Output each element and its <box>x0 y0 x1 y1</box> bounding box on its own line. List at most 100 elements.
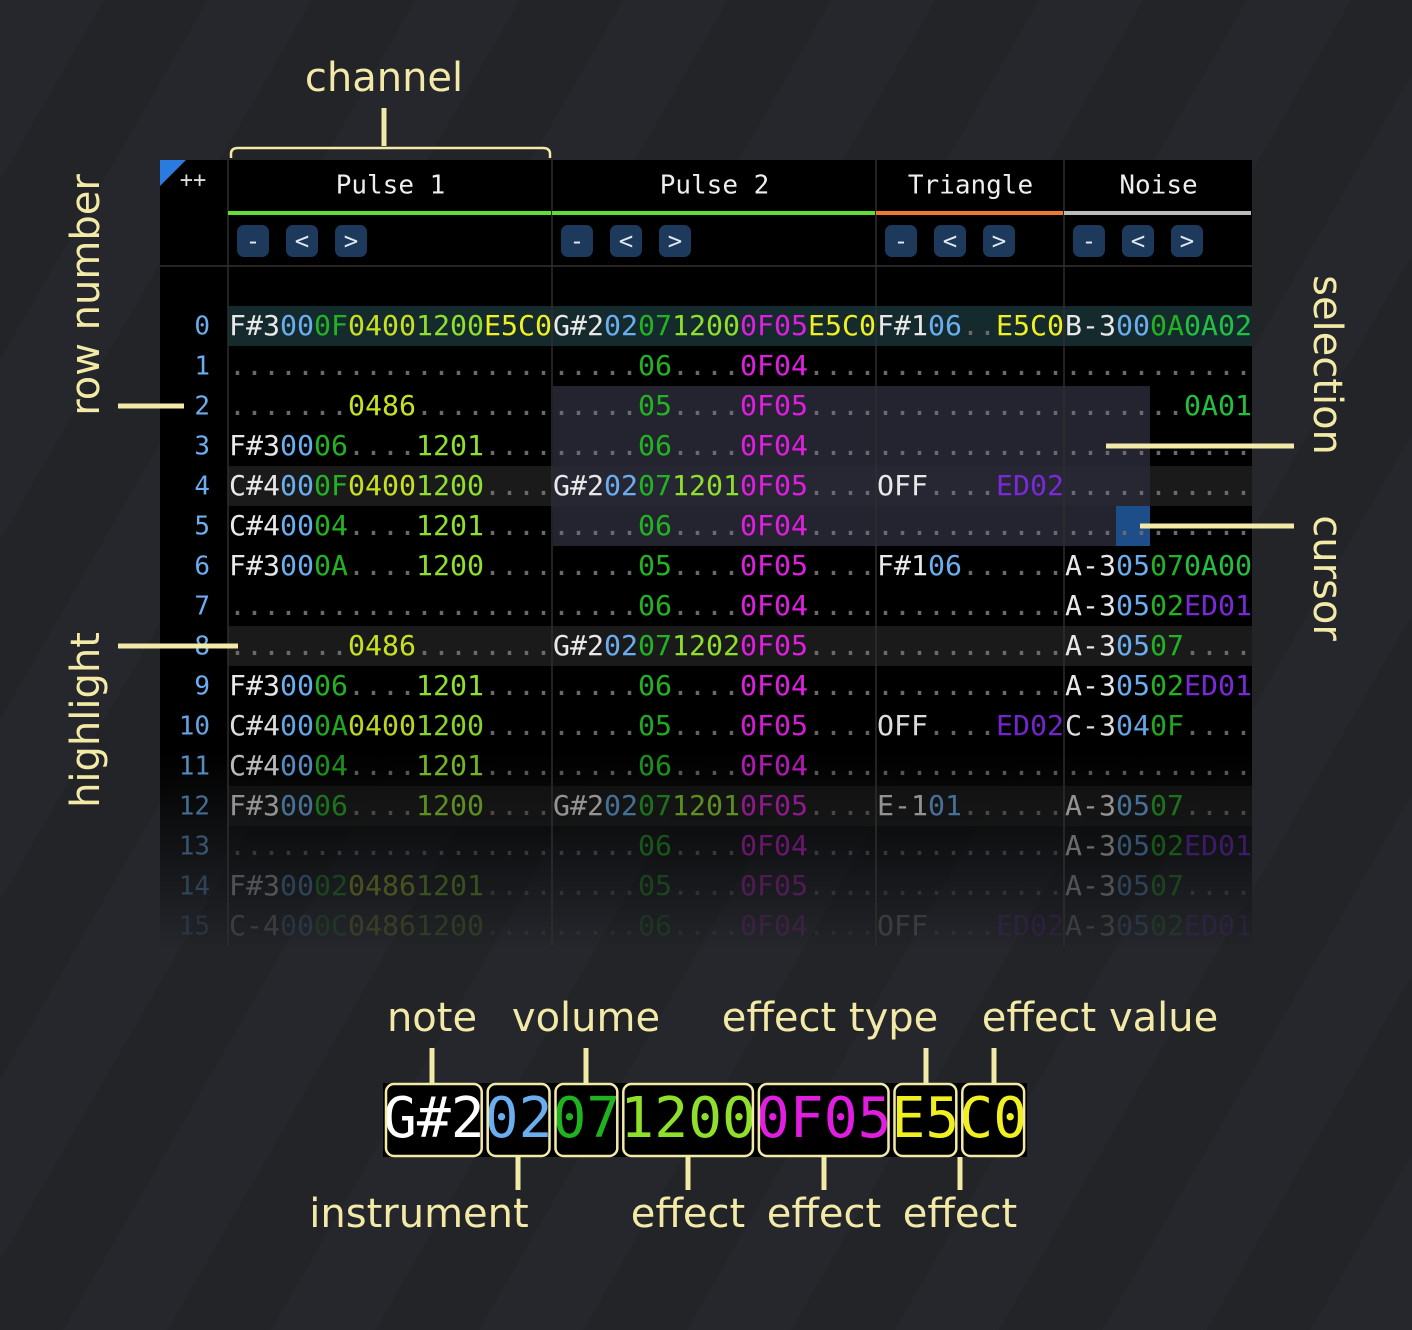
pattern-cell: 06 <box>928 549 962 582</box>
pattern-cell: .... <box>416 389 484 422</box>
channel-button[interactable] <box>561 225 593 257</box>
pattern-cell: ... <box>553 669 604 702</box>
pattern-cell: .. <box>1150 749 1184 782</box>
pattern-cell: G#2 <box>553 629 604 662</box>
pattern-cell: 1200 <box>416 309 484 342</box>
pattern-cell: ... <box>553 389 604 422</box>
pattern-cell: .... <box>484 509 552 542</box>
pattern-cell: F#3 <box>229 669 280 702</box>
row-number: 13 <box>179 832 210 862</box>
pattern-cell: 07 <box>1150 549 1184 582</box>
row-number: 5 <box>194 512 210 542</box>
channel-button[interactable] <box>885 225 917 257</box>
channel-underline <box>552 211 875 215</box>
example-segment: C0 <box>959 1086 1027 1151</box>
pattern-cell: ... <box>877 669 928 702</box>
pattern-cell: .. <box>962 829 996 862</box>
pattern-cell: E5C0 <box>484 309 552 342</box>
pattern-cell: ... <box>553 589 604 622</box>
pattern-cell: .... <box>808 429 876 462</box>
pattern-row: 9 F#3 00 06.... 1201......... 06.... 0F04.....… <box>194 669 1252 702</box>
row-number: 11 <box>179 752 210 782</box>
pattern-cell: 05 <box>1116 629 1150 662</box>
channel-button[interactable] <box>659 225 691 257</box>
pattern-cell: 0F04 <box>740 509 808 542</box>
pattern-row: 13........................ 06.... 0F04....… <box>179 829 1252 862</box>
channel-button[interactable] <box>1122 225 1154 257</box>
segment-box <box>757 1082 890 1158</box>
pattern-cell: 0486 <box>348 629 416 662</box>
pattern-cell: .... <box>1184 709 1252 742</box>
pattern-cell: .... <box>416 829 484 862</box>
pattern-cell: .... <box>484 829 552 862</box>
pattern-cell: 04 <box>314 749 348 782</box>
pattern-cell: 04 <box>314 509 348 542</box>
pattern-cell: .. <box>1116 389 1150 422</box>
pattern-cell: .... <box>672 829 740 862</box>
channel-button[interactable] <box>286 225 318 257</box>
channel-button[interactable] <box>1073 225 1105 257</box>
pattern-cell: A-3 <box>1065 789 1116 822</box>
pattern-cell: .... <box>808 789 876 822</box>
channel-button[interactable] <box>934 225 966 257</box>
channel-button[interactable] <box>610 225 642 257</box>
channel-button[interactable] <box>335 225 367 257</box>
pattern-cell: .. <box>962 749 996 782</box>
pattern-cell: 05 <box>1116 669 1150 702</box>
pattern-cell: .. <box>280 629 314 662</box>
pattern-cell: F#3 <box>229 789 280 822</box>
pattern-cell: .... <box>484 909 552 942</box>
channel-name: Triangle <box>908 171 1033 201</box>
corner-button[interactable]: ++ <box>180 168 207 193</box>
pattern-cell: .... <box>348 829 416 862</box>
pattern-cell: .. <box>604 389 638 422</box>
pattern-cell: 0F04 <box>740 749 808 782</box>
pattern-cell: ... <box>553 709 604 742</box>
annotation-label: channel <box>305 55 463 101</box>
pattern-cell: ... <box>877 389 928 422</box>
channel-button[interactable] <box>1171 225 1203 257</box>
pattern-cell: .... <box>348 789 416 822</box>
pattern-cell: 00 <box>280 549 314 582</box>
pattern-cell: E5C0 <box>996 309 1064 342</box>
pattern-cell: .... <box>996 509 1064 542</box>
pattern-cell: .... <box>808 709 876 742</box>
row-number: 1 <box>194 352 210 382</box>
channel-button-label: - <box>246 227 260 255</box>
pattern-cell: ED01 <box>1184 669 1252 702</box>
pattern-cell: .... <box>348 509 416 542</box>
pattern-cell: A-3 <box>1065 829 1116 862</box>
example-segment: G#2 <box>383 1086 485 1151</box>
pattern-cell: .... <box>672 909 740 942</box>
pattern-cell: G#2 <box>553 469 604 502</box>
channel-button[interactable] <box>983 225 1015 257</box>
pattern-cell: F#3 <box>229 429 280 462</box>
pattern-cell: 00 <box>280 789 314 822</box>
row-highlight <box>228 626 1252 666</box>
pattern-cell: E5C0 <box>808 309 876 342</box>
pattern-cell: 05 <box>638 389 672 422</box>
pattern-cell: .. <box>962 589 996 622</box>
pattern-cell: 02 <box>1150 589 1184 622</box>
pattern-cell: 0F05 <box>740 549 808 582</box>
channel-button-label: < <box>1131 227 1145 255</box>
pattern-cell: .. <box>1150 469 1184 502</box>
pattern-cell: .... <box>672 349 740 382</box>
channel-button[interactable] <box>237 225 269 257</box>
row-number: 3 <box>194 432 210 462</box>
pattern-cell: .... <box>348 589 416 622</box>
pattern-cell: F#1 <box>877 309 928 342</box>
pattern-cell: ... <box>553 909 604 942</box>
pattern-cell: ... <box>1065 509 1116 542</box>
pattern-cell: .. <box>928 749 962 782</box>
pattern-cell: 1201 <box>672 789 740 822</box>
pattern-cell: ... <box>553 509 604 542</box>
pattern-cell: 1200 <box>416 789 484 822</box>
pattern-cell: .. <box>604 829 638 862</box>
pattern-cell: E-1 <box>877 789 928 822</box>
pattern-cell: 00 <box>1116 309 1150 342</box>
pattern-cell: 06 <box>638 589 672 622</box>
pattern-cell: ... <box>877 509 928 542</box>
pattern-cell: .. <box>314 829 348 862</box>
pattern-cell: .. <box>604 509 638 542</box>
